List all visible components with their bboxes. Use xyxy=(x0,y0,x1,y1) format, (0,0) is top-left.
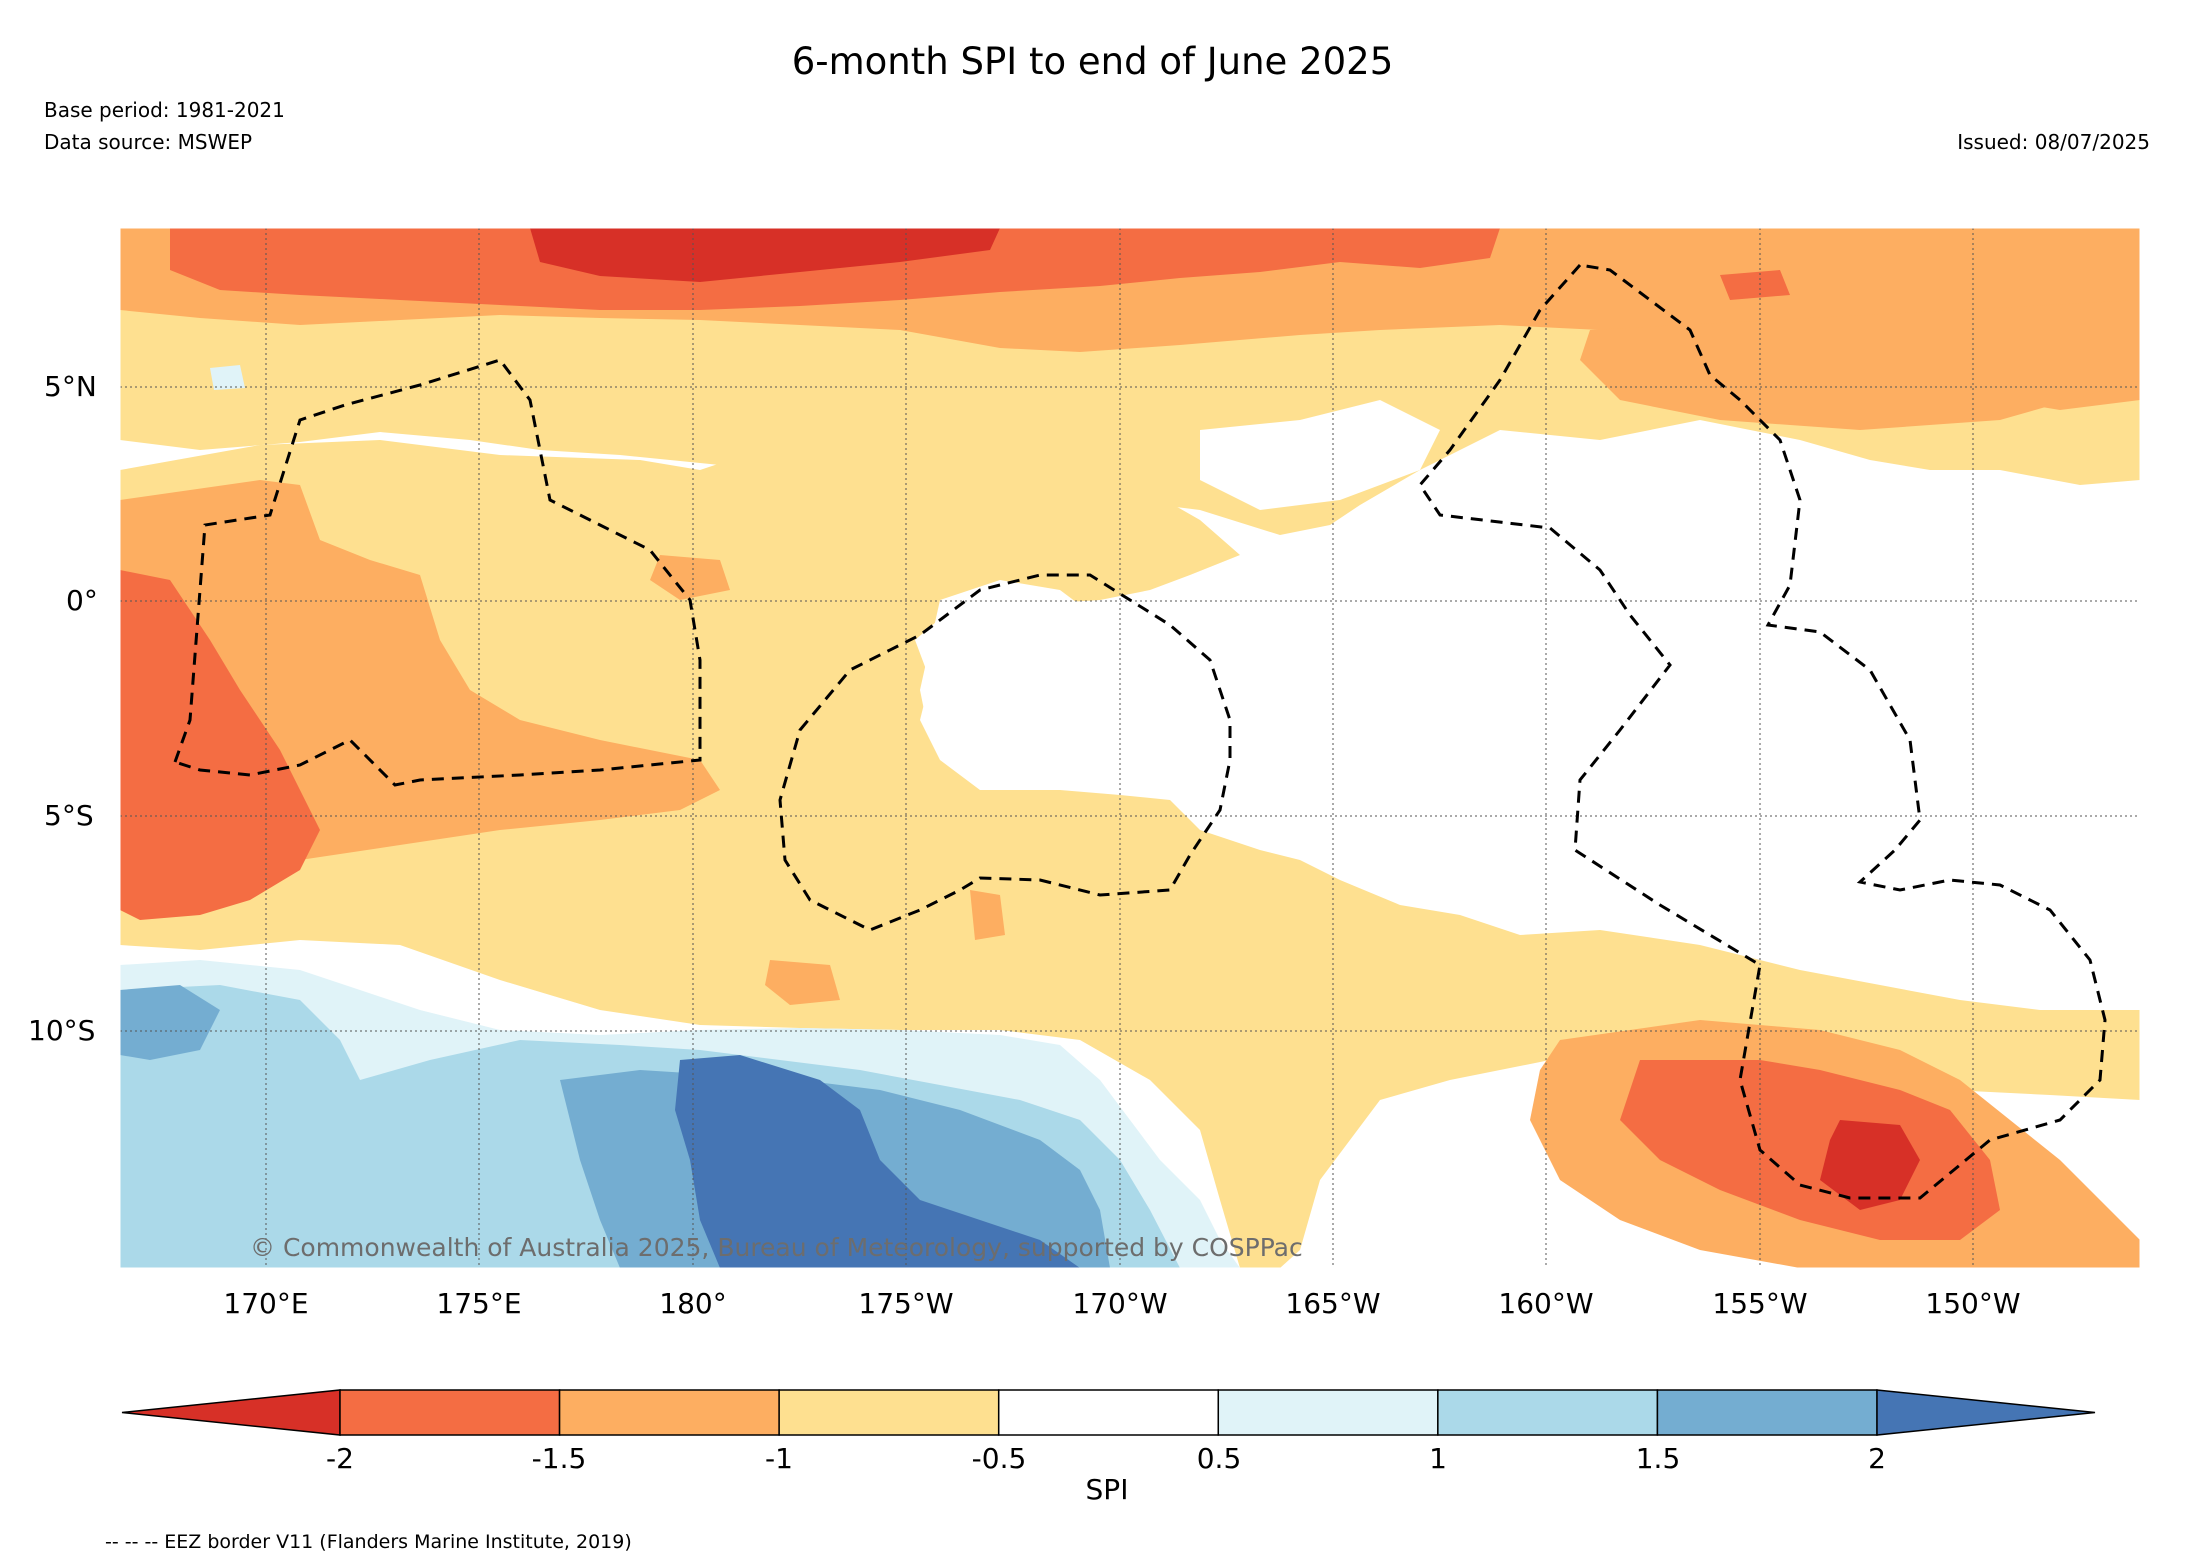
spi-region-west-heavy-wet xyxy=(120,985,220,1060)
colorbar-tick-label: 1.5 xyxy=(1635,1442,1681,1475)
lat-label-5s: 5°S xyxy=(44,799,94,832)
colorbar-segment xyxy=(778,1389,1000,1436)
lon-label-165w: 165°W xyxy=(1285,1287,1381,1320)
spi-region-west-severe-dry xyxy=(120,570,320,920)
spi-region-north-extreme-dry xyxy=(530,228,1000,282)
spi-region-south-east-extreme-dry xyxy=(1820,1120,1920,1210)
colorbar-label: SPI xyxy=(1085,1473,1129,1506)
lon-label-175w: 175°W xyxy=(858,1287,954,1320)
eez-borders xyxy=(173,263,2107,1200)
colorbar-segment xyxy=(339,1389,561,1436)
spi-region-north-severe-dry xyxy=(170,228,1500,310)
issued-date-text: Issued: 08/07/2025 xyxy=(1957,130,2150,154)
lon-label-150w: 150°W xyxy=(1925,1287,2021,1320)
colorbar-segment xyxy=(1217,1389,1439,1436)
lon-label-170w: 170°W xyxy=(1072,1287,1168,1320)
colorbar-tick-label: 2 xyxy=(1868,1442,1886,1475)
map-frame xyxy=(119,227,2141,1269)
lon-label-175e: 175°E xyxy=(436,1287,522,1320)
eez-border-phoenix xyxy=(778,573,1232,932)
map-title: 6-month SPI to end of June 2025 xyxy=(791,40,1394,83)
lat-label-0: 0° xyxy=(66,584,98,617)
lat-label-10s: 10°S xyxy=(28,1014,96,1047)
colorbar-tick-label: -1.5 xyxy=(531,1442,587,1475)
map-panel xyxy=(120,228,2140,1268)
eez-footnote: -- -- -- EEZ border V11 (Flanders Marine… xyxy=(105,1531,632,1553)
spi-region-central-small-dry-b xyxy=(765,960,840,1005)
colorbar-extend-low xyxy=(121,1389,341,1436)
spi-region-central-normal-patch xyxy=(920,580,1120,780)
gridlines xyxy=(120,228,2140,1268)
lon-label-180: 180° xyxy=(659,1287,727,1320)
colorbar-segment xyxy=(997,1389,1220,1436)
spi-region-north-east-severe-dry xyxy=(1720,270,1790,300)
data-source-text: Data source: MSWEP xyxy=(44,130,253,154)
base-period-text: Base period: 1981-2021 xyxy=(44,98,285,122)
colorbar xyxy=(121,1389,2096,1436)
colorbar-segment xyxy=(1656,1389,1878,1436)
colorbar-tick-label: -0.5 xyxy=(971,1442,1027,1475)
colorbar-segment xyxy=(558,1389,780,1436)
copyright-text: © Commonwealth of Australia 2025, Bureau… xyxy=(250,1233,1303,1262)
lon-label-170e: 170°E xyxy=(223,1287,309,1320)
spi-region-north-east-moderate-dry xyxy=(1580,300,2140,430)
lat-label-5n: 5°N xyxy=(44,370,97,403)
colorbar-tick-label: 1 xyxy=(1429,1442,1447,1475)
colorbar-extend-high xyxy=(1876,1389,2096,1436)
lon-label-160w: 160°W xyxy=(1498,1287,1594,1320)
spi-region-south-extreme-wet xyxy=(675,1055,1080,1268)
eez-border-line-islands xyxy=(1418,263,2107,1200)
spi-region-central-small-dry-a xyxy=(650,555,730,600)
colorbar-tick-label: 0.5 xyxy=(1196,1442,1242,1475)
spi-region-central-mild-dry xyxy=(120,410,2140,1268)
spi-region-central-small-dry-c xyxy=(970,890,1005,940)
spi-region-north-wet-patch xyxy=(210,365,245,390)
eez-border-kiribati-gilbert xyxy=(173,358,702,787)
colorbar-tick-label: -2 xyxy=(326,1442,354,1475)
colorbar-tick-label: -1 xyxy=(765,1442,793,1475)
spi-region-central-normal-patch-b xyxy=(1200,400,1440,510)
lon-label-155w: 155°W xyxy=(1712,1287,1808,1320)
colorbar-segment xyxy=(1437,1389,1659,1436)
spi-region-south-east-severe-dry xyxy=(1620,1060,2000,1240)
